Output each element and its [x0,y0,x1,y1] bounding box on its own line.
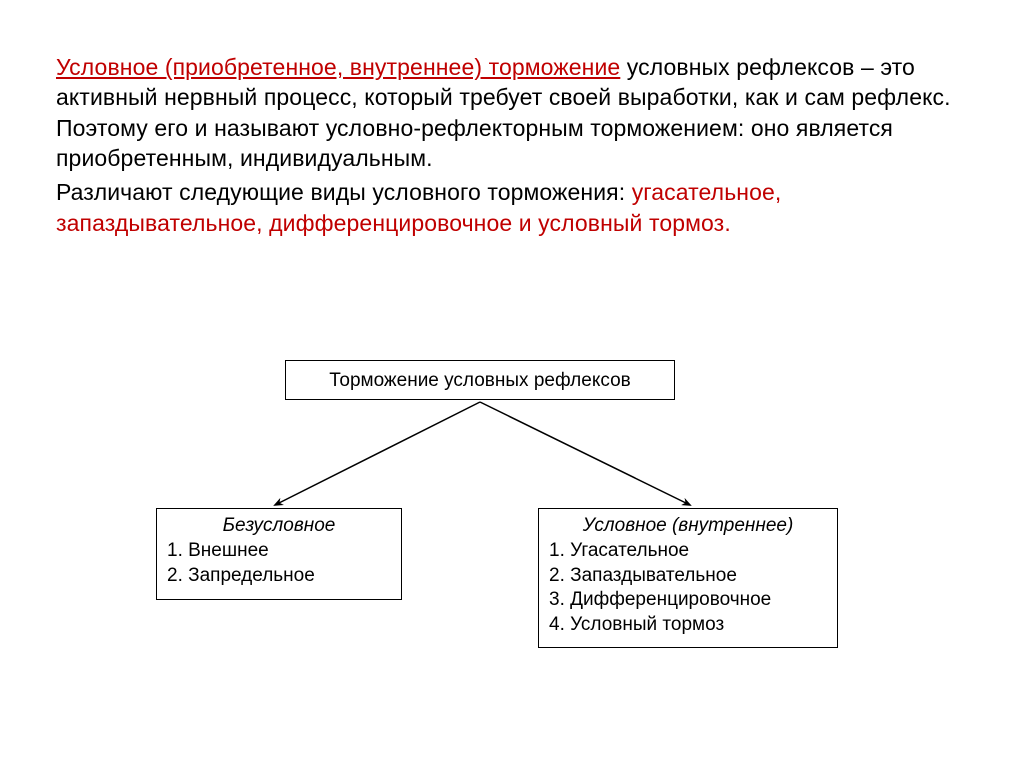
diagram-left-box: Безусловное 1. Внешнее 2. Запредельное [156,508,402,600]
slide: Условное (приобретенное, внутреннее) тор… [0,0,1024,767]
paragraph-2-lead: Различают следующие виды условного тормо… [56,179,632,205]
diagram-right-item: 3. Дифференцировочное [549,588,827,613]
diagram-right-box: Условное (внутреннее) 1. Угасательное 2.… [538,508,838,648]
arrow-left [275,402,480,505]
diagram: Торможение условных рефлексов Безусловно… [0,340,1024,720]
paragraph-1-highlight: Условное (приобретенное, внутреннее) тор… [56,54,620,80]
diagram-top-box: Торможение условных рефлексов [285,360,675,400]
diagram-left-item: 2. Запредельное [167,564,391,589]
paragraph-2: Различают следующие виды условного тормо… [56,177,968,238]
diagram-left-item: 1. Внешнее [167,539,391,564]
diagram-top-title: Торможение условных рефлексов [296,367,664,395]
arrow-right [480,402,690,505]
paragraph-1: Условное (приобретенное, внутреннее) тор… [56,52,968,173]
diagram-right-heading: Условное (внутреннее) [549,515,827,537]
diagram-right-item: 4. Условный тормоз [549,613,827,638]
diagram-left-heading: Безусловное [167,515,391,537]
diagram-right-item: 1. Угасательное [549,539,827,564]
diagram-right-item: 2. Запаздывательное [549,564,827,589]
